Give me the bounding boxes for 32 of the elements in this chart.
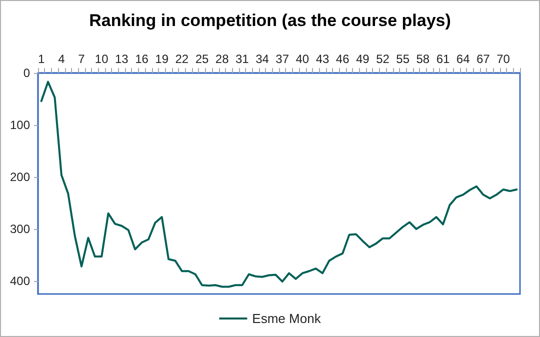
x-tick-label: 49 (356, 52, 370, 66)
x-tick-label: 34 (256, 52, 270, 66)
x-tick-label: 70 (496, 52, 510, 66)
x-tick-label: 67 (476, 52, 490, 66)
x-tick-label: 7 (78, 52, 86, 66)
y-tick-label: 300 (10, 222, 30, 236)
x-tick-label: 10 (94, 52, 109, 66)
chart-title: Ranking in competition (as the course plays) (89, 11, 451, 30)
x-tick-label: 52 (376, 52, 390, 66)
x-tick-label: 19 (155, 52, 169, 66)
x-tick-label: 1 (38, 52, 46, 66)
x-tick-label: 58 (416, 52, 430, 66)
x-tick-label: 22 (175, 52, 189, 66)
y-tick-label: 200 (10, 170, 30, 184)
x-tick-label: 4 (58, 52, 66, 66)
x-tick-label: 55 (396, 52, 410, 66)
x-tick-label: 37 (276, 52, 290, 66)
line-series (40, 80, 518, 288)
x-tick-label: 40 (296, 52, 310, 66)
x-tick-label: 16 (135, 52, 149, 66)
x-tick-label: 43 (316, 52, 330, 66)
x-tick-label: 64 (456, 52, 470, 66)
y-tick-label: 0 (23, 66, 30, 80)
y-tick-label: 100 (10, 118, 30, 132)
x-tick-label: 25 (195, 52, 210, 66)
x-tick-label: 31 (236, 52, 250, 66)
y-tick-label: 400 (10, 274, 30, 288)
x-tick-label: 46 (336, 52, 350, 66)
x-tick-label: 61 (436, 52, 450, 66)
x-tick-label: 28 (215, 52, 230, 66)
legend-label: Esme Monk (252, 311, 322, 326)
x-tick-label: 13 (115, 52, 129, 66)
